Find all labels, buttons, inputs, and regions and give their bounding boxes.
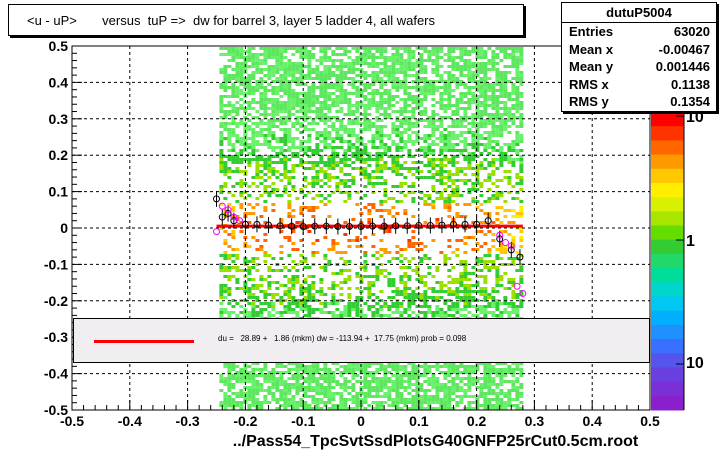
profile-point (484, 217, 492, 225)
profile-point (265, 221, 273, 229)
palette-band (651, 253, 684, 269)
palette-tick-label: 1 (686, 233, 695, 250)
y-tick-label: -0.4 (44, 366, 68, 382)
profile-point (507, 246, 515, 254)
profile-point-magenta (502, 239, 509, 247)
profile-point (288, 222, 296, 230)
x-tick-label: -0.2 (233, 413, 257, 429)
palette-band (651, 324, 684, 340)
palette-band (651, 395, 684, 411)
profile-point (299, 223, 307, 231)
stats-row-entries: Entries 63020 (569, 24, 710, 39)
y-tick-label: -0.5 (44, 402, 68, 418)
profile-point (392, 222, 400, 230)
stats-row-mean-y: Mean y 0.001446 (569, 59, 710, 74)
stats-name: dutuP5004 (562, 3, 716, 23)
x-tick-label: 0.4 (582, 413, 602, 429)
x-tick-label: -0.4 (118, 413, 142, 429)
profile-point (438, 221, 446, 229)
profile-point-magenta (519, 290, 527, 298)
palette-band (651, 168, 684, 184)
y-tick-label: 0.4 (49, 74, 69, 90)
profile-point (334, 223, 342, 231)
x-tick-label: 0.1 (409, 413, 429, 429)
palette-band (651, 381, 684, 397)
profile-point (473, 220, 481, 228)
palette-band (651, 367, 684, 383)
palette-band (651, 197, 684, 212)
profile-point (276, 222, 284, 230)
profile-point-magenta (218, 202, 226, 210)
x-tick-label: -0.3 (176, 413, 200, 429)
legend-line (94, 340, 194, 343)
profile-point (369, 222, 377, 230)
palette-band (651, 211, 684, 227)
profile-point-magenta (230, 213, 238, 221)
profile-point (357, 223, 365, 231)
y-tick-label: 0 (60, 220, 68, 236)
profile-point (345, 223, 353, 231)
y-tick-label: -0.3 (44, 329, 68, 345)
profile-point (415, 221, 423, 229)
profile-point (241, 220, 249, 228)
palette-tick-label: 10 (686, 355, 704, 372)
profile-point (213, 195, 220, 203)
y-tick-label: -0.2 (44, 293, 68, 309)
stats-box: dutuP5004 Entries 63020 Mean x -0.00467 Me… (561, 2, 717, 112)
profile-point (322, 222, 330, 230)
profile-point (516, 253, 524, 261)
y-tick-label: 0.2 (49, 147, 69, 163)
x-tick-label: 0.5 (640, 413, 660, 429)
x-tick-label: -0.1 (291, 413, 315, 429)
legend-text: du = 28.89 + 1.86 (mkm) dw = -113.94 + 1… (218, 334, 467, 343)
palette-band (651, 239, 684, 255)
stats-row-rms-y: RMS y 0.1354 (569, 94, 710, 109)
y-tick-label: 0.5 (49, 38, 69, 54)
y-tick-label: 0.3 (49, 111, 69, 127)
palette-band (651, 310, 684, 326)
profile-point (311, 222, 319, 230)
profile-point (218, 213, 226, 221)
profile-point (224, 209, 232, 217)
x-tick-label: 0.3 (525, 413, 545, 429)
x-tick-label: 0 (357, 413, 365, 429)
x-axis-label: ../Pass54_TpcSvtSsdPlotsG40GNFP25rCut0.5… (232, 433, 639, 450)
palette-band (651, 282, 684, 297)
palette-band (651, 140, 684, 156)
profile-point (403, 222, 411, 230)
profile-point-magenta (513, 282, 521, 290)
stats-row-rms-x: RMS x 0.1138 (569, 76, 710, 92)
histogram-title: <u - uP> versus tuP => dw for barrel 3, … (8, 4, 524, 36)
x-tick-label: -0.5 (60, 413, 84, 429)
profile-point-magenta (224, 206, 232, 214)
profile-point-magenta (507, 242, 515, 250)
palette-band (651, 353, 684, 368)
profile-point-magenta (496, 231, 504, 239)
stats-row-mean-x: Mean x -0.00467 (569, 41, 710, 57)
y-tick-label: 0.1 (49, 184, 69, 200)
profile-point-magenta (213, 228, 220, 236)
fit-legend: du = 28.89 + 1.86 (mkm) dw = -113.94 + 1… (73, 318, 650, 363)
x-tick-label: 0.2 (467, 413, 487, 429)
palette-band (651, 268, 684, 283)
palette-band (651, 296, 684, 312)
profile-point (380, 222, 388, 230)
palette-band (651, 126, 684, 141)
palette-band (651, 182, 684, 198)
palette-band (651, 225, 684, 241)
palette-band (651, 154, 684, 170)
palette-tick-label: 10 (686, 109, 704, 126)
y-tick-label: -0.1 (44, 256, 68, 272)
profile-point (496, 235, 504, 243)
palette-band (651, 339, 684, 354)
profile-point (253, 220, 261, 228)
profile-point (426, 221, 434, 229)
palette-band (651, 112, 684, 127)
profile-point-magenta (236, 217, 244, 225)
profile-point (449, 220, 457, 228)
profile-point (461, 220, 469, 228)
